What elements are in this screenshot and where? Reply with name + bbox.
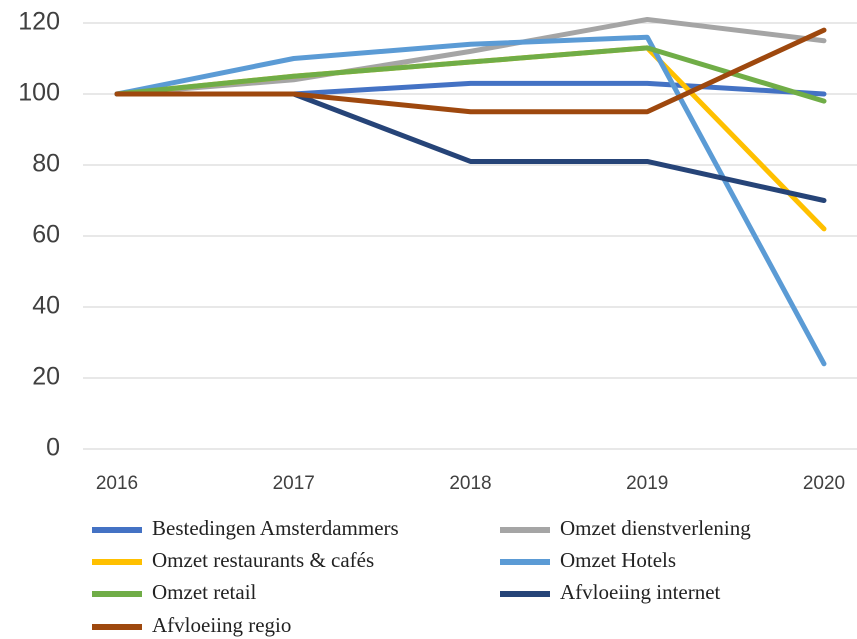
- legend-label: Omzet Hotels: [560, 548, 676, 572]
- y-tick-label: 20: [32, 363, 60, 391]
- y-tick-label: 60: [32, 221, 60, 249]
- series-line: [114, 27, 827, 115]
- x-tick-label: 2019: [626, 473, 668, 494]
- series-line: [114, 34, 827, 367]
- y-tick-label: 40: [32, 292, 60, 320]
- y-tick-label: 80: [32, 150, 60, 178]
- legend-label: Bestedingen Amsterdammers: [152, 516, 399, 540]
- legend-label: Omzet dienstverlening: [560, 516, 751, 540]
- x-tick-label: 2016: [96, 473, 138, 494]
- x-tick-label: 2020: [803, 473, 845, 494]
- y-tick-label: 120: [18, 8, 60, 36]
- legend-label: Afvloeiing regio: [152, 613, 291, 637]
- x-tick-label: 2017: [273, 473, 315, 494]
- legend-label: Omzet retail: [152, 580, 257, 604]
- y-tick-label: 0: [46, 434, 60, 462]
- x-tick-label: 2018: [449, 473, 491, 494]
- series-line: [114, 45, 827, 104]
- legend-label: Afvloeiing internet: [560, 580, 721, 604]
- legend-label: Omzet restaurants & cafés: [152, 548, 374, 572]
- y-tick-label: 100: [18, 79, 60, 107]
